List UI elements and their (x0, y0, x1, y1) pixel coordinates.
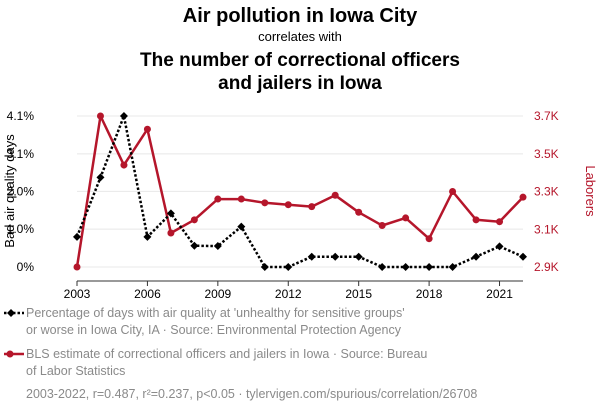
legend-item-correctional-officers: BLS estimate of correctional officers an… (4, 347, 427, 378)
series-line-air-quality (75, 111, 524, 269)
y-axis-left-title: Bad air quality days (2, 134, 17, 248)
y-right-tick-label: 3.1K (534, 222, 559, 236)
legend-label-correctional-officers-line-1: BLS estimate of correctional officers an… (26, 347, 427, 361)
footer-stats: 2003-2022, r=0.487, r²=0.237, p<0.05 · t… (26, 387, 477, 401)
y-axis-right-title: Laborers (583, 165, 598, 217)
data-point-air-quality (213, 242, 222, 251)
second-title-line-1: The number of correctional officers (140, 50, 460, 71)
data-point-correctional-officers (73, 263, 81, 271)
y-left-tick-label: 0% (17, 260, 35, 274)
legend-swatch-circle-icon (6, 350, 14, 358)
data-point-correctional-officers (519, 193, 527, 201)
data-point-air-quality (143, 232, 152, 241)
data-point-correctional-officers (355, 208, 363, 216)
data-point-air-quality (73, 232, 81, 241)
data-point-correctional-officers (331, 191, 339, 199)
x-tick-label: 2006 (134, 287, 161, 301)
series-line-correctional-officers (75, 114, 524, 268)
legend-swatch-diamond-icon (7, 309, 15, 317)
data-point-air-quality (448, 263, 457, 271)
data-point-correctional-officers (472, 216, 480, 224)
data-point-correctional-officers (378, 221, 386, 229)
second-title-line-2: and jailers in Iowa (218, 73, 382, 94)
data-point-air-quality (495, 242, 504, 251)
data-point-correctional-officers (425, 235, 433, 243)
y-axis-left-ticks: 0% 1.0% 2.0% 3.1% 4.1% (7, 109, 35, 274)
data-point-air-quality (166, 209, 175, 218)
chart-title: Air pollution in Iowa City (183, 5, 418, 27)
data-point-correctional-officers (167, 229, 175, 237)
data-point-correctional-officers (402, 214, 410, 222)
data-point-air-quality (190, 241, 199, 250)
data-point-correctional-officers (120, 161, 128, 169)
data-point-air-quality (331, 252, 340, 261)
data-point-air-quality (260, 263, 269, 271)
x-tick-label: 2012 (275, 287, 302, 301)
y-right-tick-label: 3.5K (534, 147, 559, 161)
legend-label-correctional-officers-line-2: of Labor Statistics (26, 364, 125, 378)
y-axis-right-ticks: 2.9K 3.1K 3.3K 3.5K 3.7K (534, 109, 559, 274)
x-tick-label: 2015 (345, 287, 372, 301)
data-point-correctional-officers (190, 216, 198, 224)
series-air-quality (73, 111, 527, 271)
x-tick-label: 2003 (64, 287, 91, 301)
data-point-air-quality (119, 112, 128, 120)
data-point-air-quality (425, 263, 434, 271)
data-point-correctional-officers (143, 125, 151, 133)
legend: Percentage of days with air quality at '… (4, 306, 427, 378)
data-point-air-quality (284, 263, 293, 271)
data-point-air-quality (519, 252, 527, 261)
x-tick-label: 2018 (416, 287, 443, 301)
data-point-correctional-officers (261, 199, 269, 207)
y-right-tick-label: 3.3K (534, 185, 559, 199)
data-point-correctional-officers (308, 203, 316, 211)
legend-label-air-quality-line-2: or worse in Iowa City, IA · Source: Envi… (26, 323, 402, 337)
data-point-correctional-officers (449, 188, 457, 195)
data-point-correctional-officers (237, 195, 245, 203)
legend-item-air-quality: Percentage of days with air quality at '… (4, 306, 405, 337)
y-left-tick-label: 3.1% (7, 147, 35, 161)
data-point-air-quality (354, 252, 363, 261)
data-point-air-quality (378, 263, 387, 271)
data-point-air-quality (237, 222, 246, 231)
y-left-tick-label: 1.0% (7, 222, 35, 236)
x-axis: 2003 2006 2009 2012 2015 2018 2021 (64, 280, 523, 301)
data-point-correctional-officers (96, 112, 104, 120)
data-point-air-quality (472, 252, 481, 261)
y-right-tick-label: 2.9K (534, 260, 559, 274)
y-left-tick-label: 4.1% (7, 109, 35, 123)
x-tick-label: 2009 (204, 287, 231, 301)
data-point-air-quality (401, 263, 410, 271)
x-tick-label: 2021 (486, 287, 513, 301)
series-correctional-officers (73, 112, 527, 271)
data-point-air-quality (307, 252, 316, 261)
y-right-tick-label: 3.7K (534, 109, 559, 123)
data-point-correctional-officers (214, 195, 222, 203)
data-point-air-quality (96, 173, 105, 182)
data-point-correctional-officers (496, 218, 504, 226)
chart-subtitle: correlates with (258, 29, 342, 44)
data-point-correctional-officers (284, 201, 292, 209)
y-left-tick-label: 2.0% (7, 184, 35, 198)
gridlines (77, 115, 523, 268)
legend-label-air-quality-line-1: Percentage of days with air quality at '… (26, 306, 405, 320)
